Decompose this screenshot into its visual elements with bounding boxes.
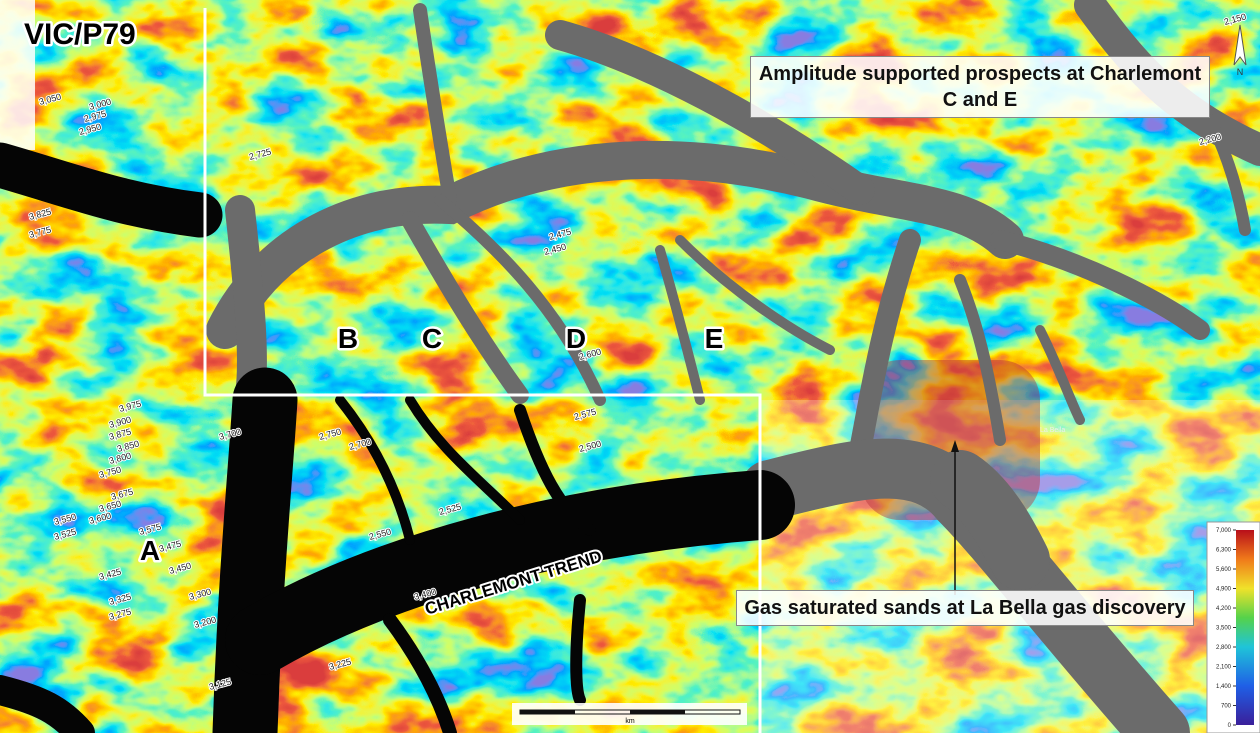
- prospect-label: B: [338, 323, 358, 354]
- color-bar: [1236, 530, 1254, 725]
- callout-discovery: Gas saturated sands at La Bella gas disc…: [736, 590, 1194, 626]
- channel: [206, 141, 1024, 349]
- map-margin: [0, 0, 35, 150]
- channel: [401, 211, 529, 404]
- channel: [545, 20, 875, 205]
- channel: [954, 274, 1006, 446]
- scale-unit: km: [625, 718, 635, 725]
- channel: [655, 245, 705, 405]
- channel: [335, 395, 415, 545]
- callout-prospects: Amplitude supported prospects at Charlem…: [750, 56, 1210, 118]
- channel: [405, 395, 525, 525]
- legend-tick-label: 5,600: [1216, 567, 1232, 573]
- channel: [930, 450, 1050, 590]
- legend-tick-label: 700: [1221, 704, 1232, 710]
- channel: [225, 470, 795, 675]
- prospect-labels: A B C D E: [137, 321, 725, 569]
- legend-tick-label: 7,000: [1216, 528, 1232, 534]
- scale-segment: [630, 710, 685, 714]
- channel: [383, 613, 457, 733]
- channel: [413, 3, 457, 207]
- north-arrow: [1233, 24, 1247, 66]
- channels-black: [0, 142, 795, 733]
- block-title: VIC/P79: [24, 18, 136, 51]
- survey-outline: [203, 8, 762, 733]
- legend-tick-label: 2,800: [1216, 645, 1232, 651]
- channel: [212, 367, 298, 733]
- prospect-label: D: [566, 323, 586, 354]
- scale-segment: [520, 710, 575, 714]
- legend-tick-label: 1,400: [1216, 684, 1232, 690]
- channel: [1204, 114, 1251, 236]
- channel: [434, 194, 606, 406]
- pointer-arrow: [951, 440, 959, 452]
- prospect-label: E: [705, 323, 724, 354]
- channel: [1035, 325, 1085, 425]
- legend: 7,000 6,300 5,600 4,900 4,200 3,500 2,800 2,100…: [1216, 528, 1236, 729]
- prospect-label: A: [140, 535, 160, 566]
- legend-tick-label: 4,900: [1216, 587, 1232, 593]
- prospect-label: C: [422, 323, 442, 354]
- legend-tick-label: 0: [1228, 723, 1232, 729]
- channel: [225, 195, 267, 410]
- channel: [570, 594, 586, 706]
- channel: [990, 230, 1210, 340]
- legend-tick-label: 6,300: [1216, 548, 1232, 554]
- legend-tick-label: 2,100: [1216, 665, 1232, 671]
- channel: [514, 404, 596, 536]
- channels-grey: [206, 0, 1260, 733]
- discovery-label: La Bella: [1040, 427, 1065, 434]
- legend-tick-label: 4,200: [1216, 606, 1232, 612]
- north-label: N: [1237, 67, 1244, 77]
- channel: [849, 229, 921, 461]
- channel: [0, 142, 223, 238]
- legend-tick-label: 3,500: [1216, 626, 1232, 632]
- channel: [675, 235, 835, 355]
- channel: [0, 675, 95, 733]
- contour-labels: 3,050 3,0002,9752,9503,8253,7753,9753,900…: [27, 10, 1248, 692]
